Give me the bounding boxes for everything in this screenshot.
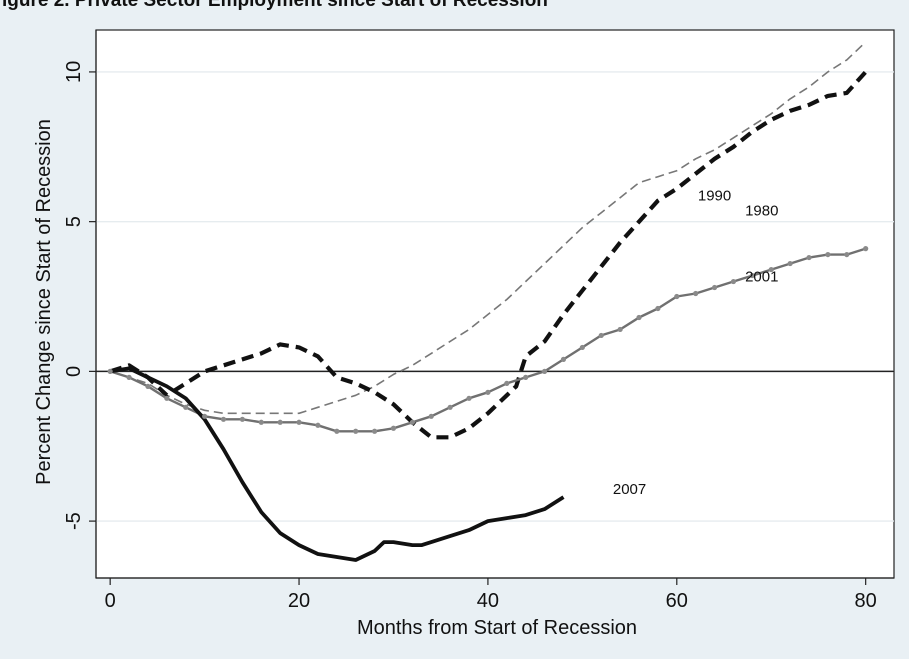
series-point-2001: [447, 404, 453, 410]
series-point-2001: [409, 419, 415, 425]
series-point-2001: [485, 389, 491, 395]
series-point-2001: [560, 356, 567, 362]
series-point-2001: [863, 246, 869, 252]
series-line-1990: [109, 41, 867, 415]
series-labels: 1990 1980 2001 2007: [613, 188, 779, 498]
series-point-2001: [296, 419, 302, 425]
series-point-2001: [806, 254, 812, 261]
series-point-2001: [844, 251, 850, 258]
series-point-2001: [768, 266, 774, 273]
series-point-2001: [617, 326, 623, 333]
x-axis: 0 20 40 60 80: [96, 577, 894, 612]
x-tick-label: 40: [477, 590, 499, 612]
x-tick-label: 0: [105, 590, 116, 612]
series-point-2001: [674, 293, 680, 300]
series-label-2007: 2007: [613, 481, 646, 498]
x-tick-label: 60: [666, 590, 688, 612]
series-label-2001: 2001: [745, 269, 778, 286]
series-point-2001: [145, 383, 151, 389]
series-point-2001: [466, 395, 472, 401]
plot-area: [95, 29, 895, 579]
series-point-2001: [258, 419, 264, 425]
series-point-2001: [579, 344, 585, 351]
y-tick-label: 0: [63, 366, 85, 377]
series-point-2001: [730, 278, 737, 285]
series-point-2001: [787, 260, 793, 267]
y-axis: -5 0 5 10: [63, 30, 97, 578]
y-tick-label: 5: [63, 216, 85, 227]
series-label-1980: 1980: [745, 203, 778, 220]
series-label-1990: 1990: [698, 188, 731, 205]
series-point-2001: [541, 368, 548, 374]
series-point-2001: [711, 284, 718, 291]
series-point-2001: [390, 425, 397, 431]
series-point-2001: [655, 305, 661, 312]
series-point-2001: [825, 251, 831, 258]
series-point-2001: [277, 419, 283, 425]
series-point-2001: [598, 332, 604, 339]
series-point-2001: [504, 380, 510, 386]
series-point-2001: [164, 395, 170, 401]
series-point-2001: [239, 416, 245, 422]
series-point-2001: [334, 428, 340, 434]
series-point-2001: [428, 413, 434, 419]
x-axis-title: Months from Start of Recession: [357, 617, 637, 639]
y-axis-title: Percent Change since Start of Recession: [33, 119, 55, 485]
series-point-2001: [126, 374, 132, 380]
series-markers: [107, 246, 869, 434]
series-line-2007: [109, 366, 565, 562]
figure-caption: igure 2. Private Sector Employment since…: [2, 0, 548, 11]
series-point-2001: [183, 404, 189, 410]
x-tick-label: 80: [855, 590, 877, 612]
y-tick-label: 10: [63, 61, 85, 83]
series-point-2001: [693, 290, 699, 297]
x-tick-label: 20: [288, 590, 310, 612]
series-point-2001: [523, 374, 529, 380]
series-point-2001: [749, 272, 755, 279]
series-point-2001: [371, 428, 378, 434]
y-tick-label: -5: [63, 512, 85, 530]
series-point-2001: [315, 422, 321, 428]
series-point-2001: [636, 314, 642, 321]
series-point-2001: [202, 413, 208, 419]
series-point-2001: [353, 428, 359, 434]
series-point-2001: [220, 416, 227, 422]
series-point-2001: [107, 368, 113, 374]
